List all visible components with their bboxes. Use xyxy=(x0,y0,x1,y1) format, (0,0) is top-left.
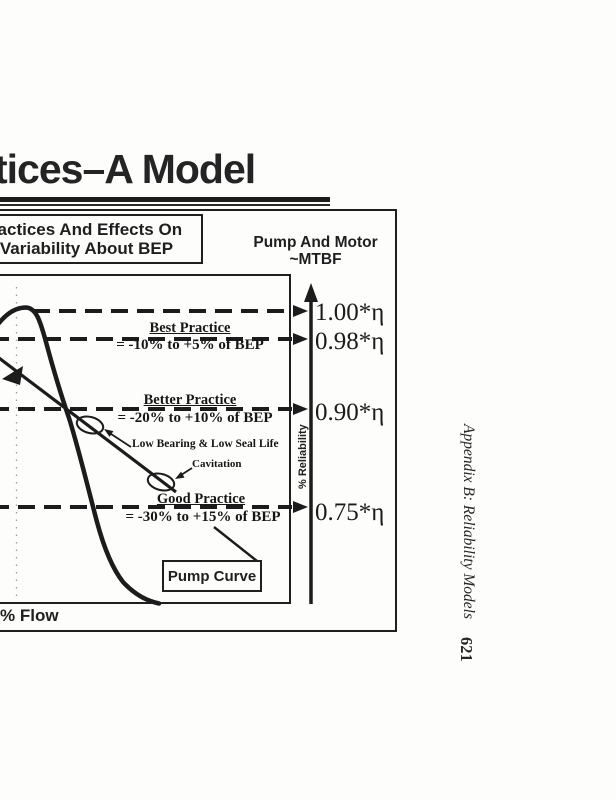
eta-label-1-00: 1.00*η xyxy=(315,299,385,326)
mtbf-header-line1: Pump And Motor xyxy=(253,234,378,251)
margin-caption: Appendix B: Reliability Models xyxy=(460,424,477,619)
cavitation-annotation: Cavitation xyxy=(192,458,242,470)
figure-header-box: ractices And Effects On Variability Abou… xyxy=(0,214,203,264)
y-axis-label: % Reliability xyxy=(297,424,309,489)
title-underline-thin xyxy=(0,204,330,206)
best-practice-range: = -10% to +5% of BEP xyxy=(116,337,264,353)
pump-curve-label: Pump Curve xyxy=(167,567,257,585)
bearing-seal-annotation: Low Bearing & Low Seal Life xyxy=(132,438,279,450)
x-axis-label: % Flow xyxy=(0,606,59,625)
eta-label-0-75: 0.75*η xyxy=(315,499,385,526)
eta-label-0-98: 0.98*η xyxy=(315,328,385,355)
better-practice-title: Better Practice xyxy=(143,392,237,408)
mtbf-header: Pump And Motor ~MTBF xyxy=(248,234,383,268)
mtbf-header-line2: ~MTBF xyxy=(289,251,342,268)
title-underline-thick xyxy=(0,197,330,202)
best-practice-title: Best Practice xyxy=(149,320,231,336)
good-practice-title: Good Practice xyxy=(156,491,246,507)
figure-outer-border xyxy=(0,209,397,632)
figure-header-line2: Variability About BEP xyxy=(0,239,174,258)
good-practice-range: = -30% to +15% of BEP xyxy=(125,509,281,525)
eta-label-0-90: 0.90*η xyxy=(315,399,385,426)
better-practice-range: = -20% to +10% of BEP xyxy=(117,410,273,426)
page-title: tices–A Model xyxy=(0,146,256,192)
pump-curve-label-box: Pump Curve xyxy=(162,560,262,592)
margin-page-number: 621 xyxy=(457,637,476,662)
figure-header-line1: ractices And Effects On xyxy=(0,220,183,239)
